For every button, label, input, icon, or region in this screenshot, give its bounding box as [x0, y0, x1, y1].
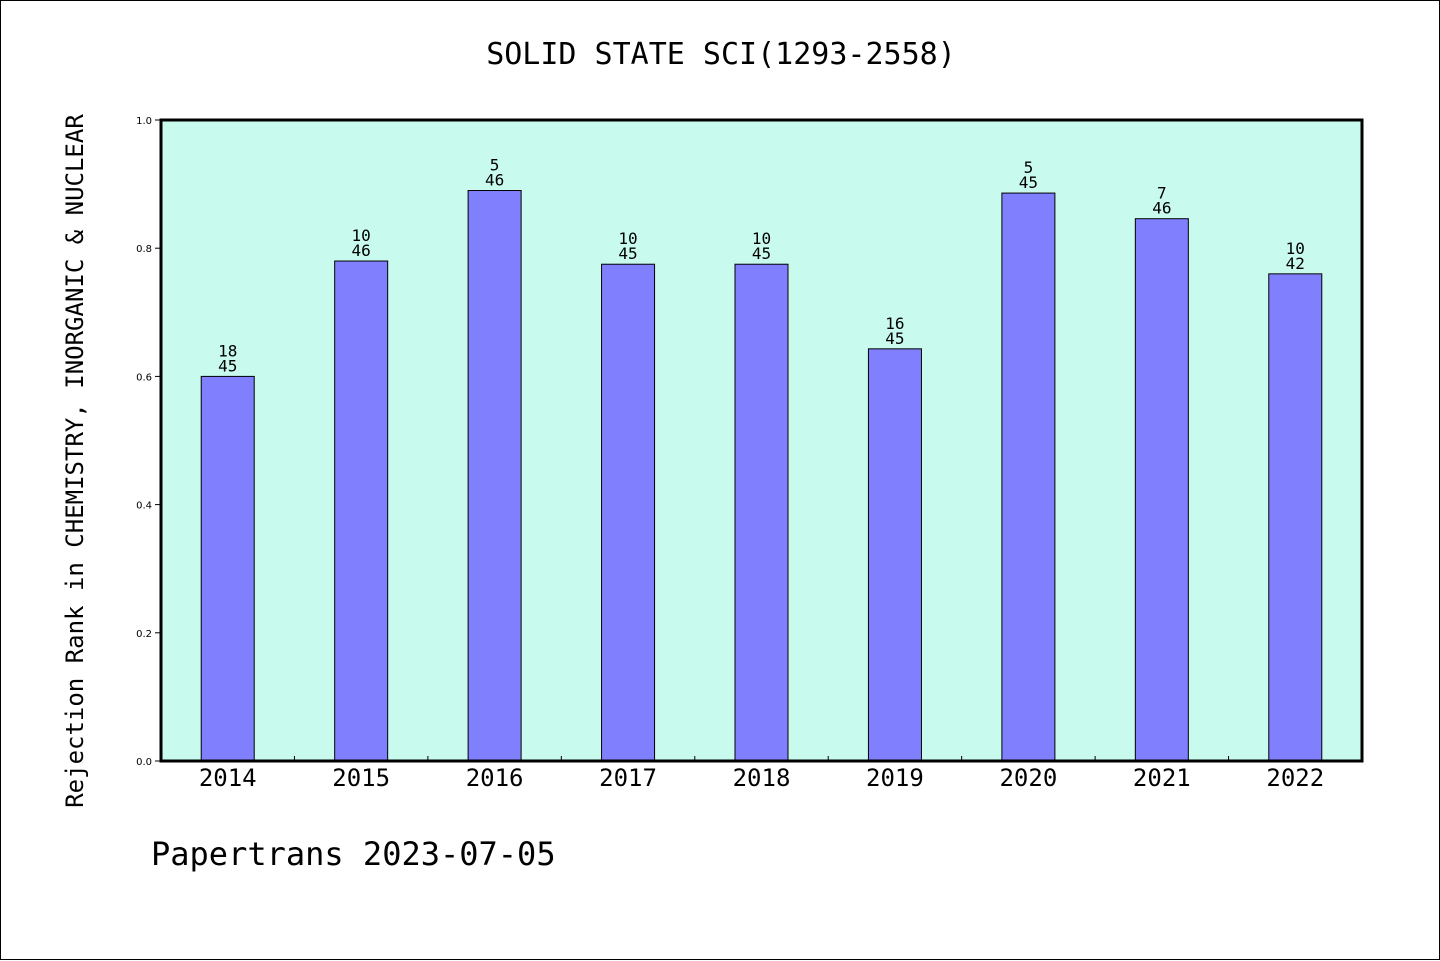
- y-tick-label: 0.4: [136, 501, 152, 512]
- bar-label-bottom-2021: 46: [1152, 199, 1171, 218]
- x-tick-label-2014: 2014: [199, 764, 257, 792]
- x-tick-label-2018: 2018: [733, 764, 791, 792]
- bar-2021: [1134, 218, 1189, 762]
- bar-label-top-2022: 10: [1286, 239, 1305, 258]
- bar-label-top-2021: 7: [1157, 184, 1167, 203]
- x-tick-label-2016: 2016: [466, 764, 524, 792]
- x-tick-label-2020: 2020: [999, 764, 1057, 792]
- bar-label-bottom-2014: 45: [218, 356, 237, 375]
- bar-label-top-2019: 16: [885, 314, 904, 333]
- x-tick-label-2015: 2015: [332, 764, 390, 792]
- y-tick-label: 0.0: [136, 757, 152, 768]
- bar-label-bottom-2015: 46: [352, 241, 371, 260]
- bar-2019: [867, 348, 922, 762]
- bar-2014: [200, 375, 255, 762]
- y-tick-label: 0.8: [136, 244, 152, 255]
- bar-label-bottom-2020: 45: [1019, 173, 1038, 192]
- bar-label-bottom-2022: 42: [1286, 254, 1305, 273]
- y-tick-label: 0.6: [136, 372, 152, 383]
- bar-label-top-2020: 5: [1024, 158, 1034, 177]
- bar-label-top-2018: 10: [752, 229, 771, 248]
- bar-label-top-2015: 10: [352, 226, 371, 245]
- bar-2017: [601, 263, 656, 762]
- x-tick-label-2019: 2019: [866, 764, 924, 792]
- bar-2015: [334, 260, 389, 762]
- bar-label-top-2014: 18: [218, 341, 237, 360]
- bar-2020: [1001, 192, 1056, 762]
- bar-label-top-2016: 5: [490, 156, 500, 175]
- y-tick-label: 0.2: [136, 629, 152, 640]
- x-tick-label-2022: 2022: [1266, 764, 1324, 792]
- bar-2022: [1268, 273, 1323, 762]
- bar-2018: [734, 263, 789, 762]
- x-tick-label-2017: 2017: [599, 764, 657, 792]
- bar-label-bottom-2019: 45: [885, 329, 904, 348]
- footer-note: Papertrans 2023-07-05: [151, 835, 556, 873]
- bar-label-bottom-2018: 45: [752, 244, 771, 263]
- plot-frame: [159, 118, 1364, 763]
- x-tick-label-2021: 2021: [1133, 764, 1191, 792]
- bar-label-top-2017: 10: [618, 229, 637, 248]
- chart-title: SOLID STATE SCI(1293-2558): [486, 37, 956, 72]
- y-tick-label: 1.0: [136, 116, 152, 127]
- bar-label-bottom-2017: 45: [618, 244, 637, 263]
- bar-2016: [467, 190, 522, 762]
- bar-label-bottom-2016: 46: [485, 171, 504, 190]
